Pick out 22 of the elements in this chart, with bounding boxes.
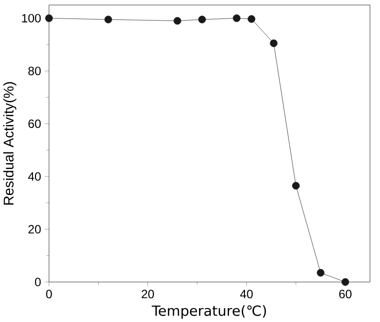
point — [316, 268, 324, 277]
point — [292, 182, 300, 190]
point — [104, 16, 112, 24]
point — [45, 14, 53, 22]
y-tick-label: 0 — [34, 278, 41, 286]
x-tick-label: 20 — [142, 290, 154, 298]
point — [248, 15, 256, 23]
y-tick-label: 40 — [28, 172, 41, 181]
point — [174, 17, 182, 25]
y-tick-label: 60 — [28, 119, 41, 128]
point — [342, 278, 350, 286]
x-tick-label: 40 — [240, 290, 253, 298]
point — [270, 39, 278, 48]
y-axis-title: Residual Activity(%) — [3, 82, 16, 205]
x-tick-label: 0 — [46, 290, 52, 298]
point — [232, 14, 240, 22]
y-tick-label: 80 — [28, 66, 41, 76]
y-tick-label: 20 — [28, 224, 41, 234]
y-tick-label: 100 — [22, 14, 41, 22]
x-axis-title: Temperature(℃) — [152, 305, 266, 319]
point — [198, 16, 206, 24]
x-tick-label: 60 — [339, 290, 352, 298]
